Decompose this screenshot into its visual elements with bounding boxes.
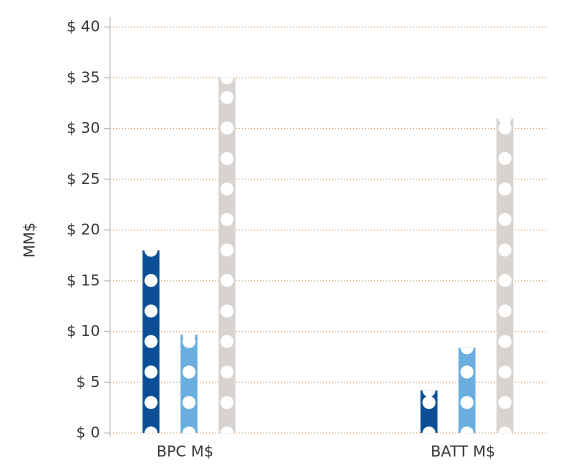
bar-dot [422,396,436,409]
bar-dot [220,365,234,379]
bar-dot [220,426,234,433]
y-tick-label: $ 40 [67,18,100,36]
bar-dot [460,396,474,409]
bar-dots [220,77,234,433]
bar-cap [182,334,196,342]
y-axis-title: MM$ [21,222,39,257]
bar-dot [182,396,196,409]
bar-cap [144,250,158,257]
y-tick-label: $ 0 [76,424,100,442]
bar-dots [144,250,158,433]
bar-dot [144,426,158,433]
bar-dot [220,396,234,409]
y-tick-label: $ 35 [67,68,100,86]
bar-dot [220,335,234,348]
bar-dot [182,426,196,434]
bar-dot [220,182,234,196]
bar-dot [220,152,234,165]
bar-dot [498,396,512,409]
bar-dot [498,274,512,287]
bar-dot [144,274,158,287]
x-tick-label: BATT M$ [431,443,496,461]
bar-dot [220,304,234,318]
bar-dot [498,426,512,433]
bar-dot [182,365,196,379]
y-tick-label: $ 10 [67,322,100,340]
y-tick-label: $ 20 [67,221,100,239]
bar [180,334,198,433]
y-tick-label: $ 30 [67,119,100,137]
bar-dot [144,365,158,379]
bar-dot [220,274,234,287]
bar-dot [498,335,512,348]
bar-cap [422,390,436,397]
bar-dot [498,182,512,196]
bar-dot [498,213,512,226]
bar-dot [220,213,234,226]
y-tick-label: $ 15 [67,271,100,289]
bar-dot [460,426,474,433]
bar-dot [144,304,158,318]
bar [458,347,476,433]
x-tick-label: BPC M$ [156,443,213,461]
bar-dot [460,365,474,379]
bar-dot [422,426,436,433]
bar-dots [182,334,196,434]
bar-dots [498,118,512,433]
bar-dot [144,335,158,348]
bar-cap [498,118,512,125]
y-tick-label: $ 5 [76,373,100,391]
bar-dots [460,347,474,433]
y-tick-label: $ 25 [67,170,100,188]
bar-dot [498,304,512,318]
bar-dot [498,121,512,135]
bar-dot [220,91,234,104]
bar-dot [498,243,512,257]
bar-dot [498,365,512,379]
bar-dot [498,152,512,165]
bar-dots [422,390,436,433]
bar-cap [460,347,474,355]
bar-dot [220,121,234,135]
bar-dot [144,396,158,409]
bar-cap [220,77,234,85]
bar-dot [220,243,234,257]
